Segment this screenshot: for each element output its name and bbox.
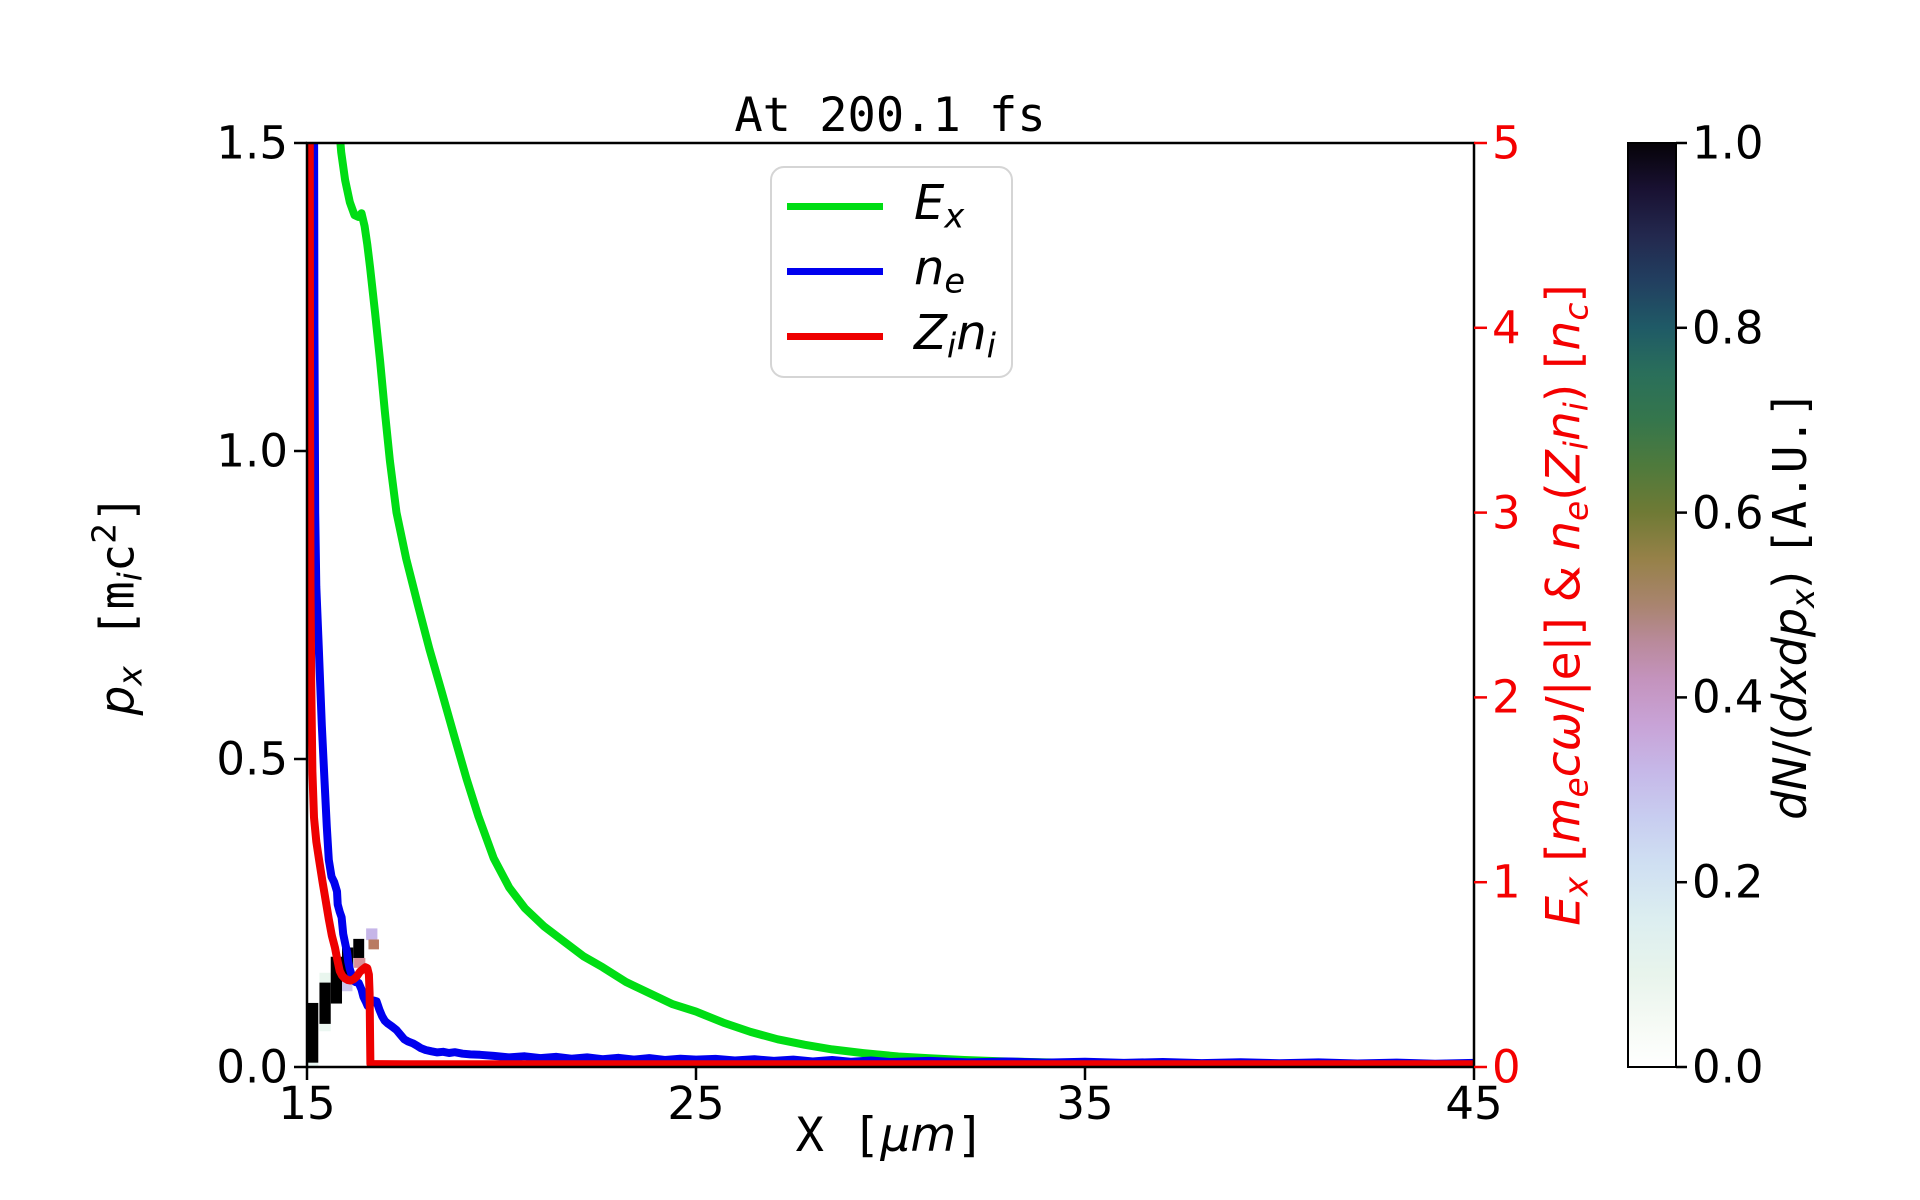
colorbar-tick-label: 0.2	[1692, 855, 1764, 909]
y-right-tick-label: 3	[1492, 486, 1521, 540]
y-right-tick-label: 1	[1492, 855, 1521, 909]
legend-label-ne: ne	[914, 240, 966, 301]
x-tick-label: 35	[1056, 1077, 1114, 1130]
hist-cell	[319, 972, 331, 983]
y-left-tick-label: 1.5	[216, 116, 288, 170]
x-axis-label: X [μm]	[795, 1108, 985, 1163]
legend-label-ex: Ex	[914, 175, 965, 236]
colorbar-tick-label: 0.8	[1692, 301, 1764, 355]
x-tick-label: 15	[278, 1077, 336, 1130]
colorbar-tick-label: 1.0	[1692, 116, 1764, 170]
plot-title: At 200.1 fs	[734, 88, 1046, 143]
colorbar-label: dN/(dxdpx) [A.U.]	[1762, 390, 1822, 820]
x-tick-label: 25	[667, 1077, 725, 1130]
x-tick-label: 45	[1445, 1077, 1503, 1130]
hist-cell	[307, 1002, 319, 1063]
y-left-tick-label: 1.0	[216, 424, 288, 478]
colorbar-tick-label: 0.4	[1692, 670, 1764, 724]
plot-spines	[305, 141, 1476, 1069]
legend-label-zini: Zini	[914, 305, 996, 366]
hist-cell	[366, 928, 378, 941]
hist-cell	[319, 982, 331, 1024]
y-right-tick-label: 0	[1492, 1040, 1521, 1094]
y-left-tick-label: 0.5	[216, 732, 288, 786]
legend-item-ne: ne	[772, 239, 1011, 303]
legend-item-zini: Zini	[772, 304, 1011, 368]
y-left-tick-label: 0.0	[216, 1040, 288, 1094]
hist-cell	[368, 939, 379, 950]
y-axis-label-right: Ex [mecω/|e|] & ne(Zini) [nc]	[1536, 284, 1596, 926]
y-right-tick-label: 4	[1492, 301, 1521, 355]
legend-item-ex: Ex	[772, 174, 1011, 238]
hist-cell	[330, 956, 343, 1004]
y-right-tick-label: 5	[1492, 116, 1521, 170]
legend-line-zini-swatch	[787, 332, 883, 340]
colorbar-tick-label: 0.0	[1692, 1040, 1764, 1094]
hist-cell	[342, 980, 353, 992]
hist-cell	[353, 938, 365, 958]
hist-cell	[319, 1023, 331, 1032]
legend-line-ne-swatch	[787, 267, 883, 275]
colorbar-tick-label: 0.6	[1692, 486, 1764, 540]
y-right-tick-label: 2	[1492, 670, 1521, 724]
colorbar	[1627, 142, 1677, 1068]
y-axis-label-left: px [mic2]	[84, 494, 150, 716]
legend: Ex ne Zini	[770, 166, 1013, 378]
series-Zini	[307, 143, 1474, 1067]
hist-cell	[307, 1062, 319, 1067]
legend-line-ex-swatch	[787, 202, 883, 210]
hist-cell	[354, 957, 366, 968]
